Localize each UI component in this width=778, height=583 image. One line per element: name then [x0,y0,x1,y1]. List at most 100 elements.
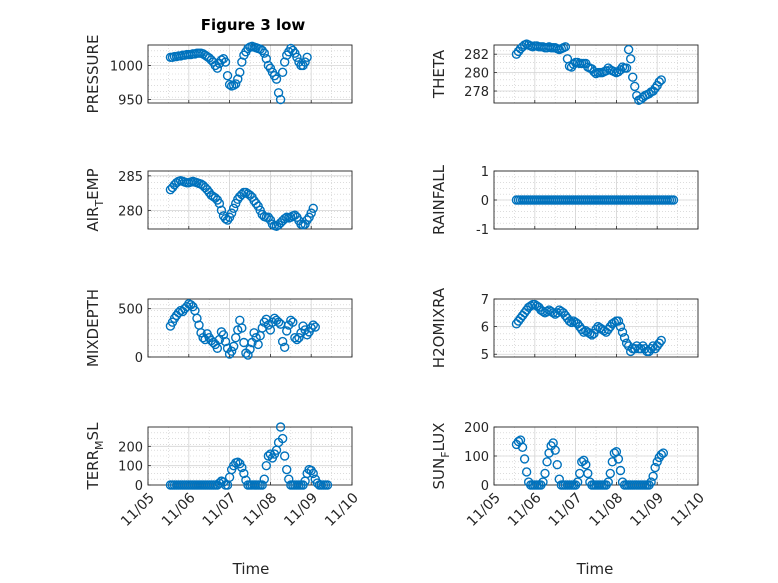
data-point [220,336,231,347]
data-point [279,342,290,353]
y-tick-label: 0 [481,194,489,209]
terr_msl-axes: 0 100 200 11/05 11/06 11/07 11/08 11/09 11/10 TER… [84,422,362,530]
theta-series [511,39,666,105]
data-point [271,74,282,84]
y-tick-label: -1 [476,223,489,238]
data-point [566,317,577,328]
data-point [322,480,333,490]
y-tick-label: 285 [118,170,143,185]
data-point [237,323,247,333]
data-point [310,322,320,332]
data-point [277,336,288,347]
data-point [261,460,272,471]
y-tick-label: 100 [118,460,143,475]
data-point [552,460,562,470]
data-point [279,213,290,224]
data-point [552,308,562,318]
data-point [282,326,292,336]
data-point [603,477,613,487]
y-tick-label: 500 [118,303,143,318]
y-tick-label: 0 [481,479,489,494]
data-point [538,477,548,487]
data-point [577,324,587,335]
data-point [613,454,624,464]
h2omixra-frame [493,298,699,358]
mixdepth-series [165,299,320,360]
data-point [279,451,290,461]
x-tick-label: 11/08 [240,490,280,530]
terr_msl-ylabel: TERRMSL [84,422,106,491]
y-tick-label: 280 [464,67,489,82]
data-point [656,449,666,460]
data-point [253,339,263,350]
data-point [277,67,288,77]
data-point [277,433,288,444]
data-point [540,468,550,479]
data-point [228,341,239,352]
data-point [630,344,640,354]
data-point [654,338,664,348]
data-point [220,57,231,67]
data-point [560,42,571,52]
figure-title: Figure 3 low [201,16,306,34]
data-point [519,454,530,464]
data-point [288,45,298,56]
sun_flux-series [511,435,669,490]
data-point [294,332,304,343]
h2omixra-axes: 5 6 7 H2OMIXRA [430,287,699,368]
data-point [275,94,286,105]
mixdepth-ylabel: MIXDEPTH [84,289,102,367]
data-point [550,445,560,455]
data-point [574,468,585,479]
data-point [658,448,669,458]
x-tick-label: 11/07 [546,490,586,530]
y-tick-label: 7 [481,293,489,308]
data-point [245,344,255,354]
y-tick-label: 950 [118,94,143,109]
data-point [623,44,634,55]
x-tick-label: 11/06 [159,490,199,530]
x-tick-label: 11/10 [322,490,362,530]
data-point [243,350,253,360]
data-point [617,327,628,337]
y-tick-label: 100 [464,450,489,465]
data-point [288,317,298,327]
data-point [625,54,636,64]
data-point [302,215,312,225]
data-point [292,52,302,62]
data-point [648,341,658,351]
y-tick-label: 200 [464,421,489,436]
theta-frame [493,44,699,104]
data-point [290,332,300,343]
x-tick-label: 11/08 [586,490,626,530]
data-point [273,317,284,327]
x-tick-label: 11/09 [627,490,667,530]
data-point [542,306,552,317]
data-point [192,313,202,324]
data-point [636,344,646,354]
data-point [257,480,267,490]
pressure-ylabel: PRESSURE [84,35,102,114]
data-point [226,346,237,356]
data-point [650,83,660,93]
data-point [656,75,666,85]
data-point [231,332,241,343]
x-tick-label: 11/07 [200,490,240,530]
y-tick-label: 200 [118,440,143,455]
data-point [237,462,247,473]
y-tick-label: 6 [481,321,489,336]
data-point [231,79,241,89]
data-point [650,462,660,473]
data-point [613,316,624,326]
data-point [259,474,269,484]
rainfall-series [511,195,679,205]
air_temp-series [165,175,318,231]
data-point [292,334,302,345]
data-point [572,477,583,487]
x-tick-label: 11/05 [118,490,158,530]
data-point [646,477,656,487]
theta-ylabel: THETA [430,49,448,99]
data-point [220,213,231,224]
data-point [235,315,245,325]
pressure-axes: 950 1000 PRESSURE [84,35,353,114]
